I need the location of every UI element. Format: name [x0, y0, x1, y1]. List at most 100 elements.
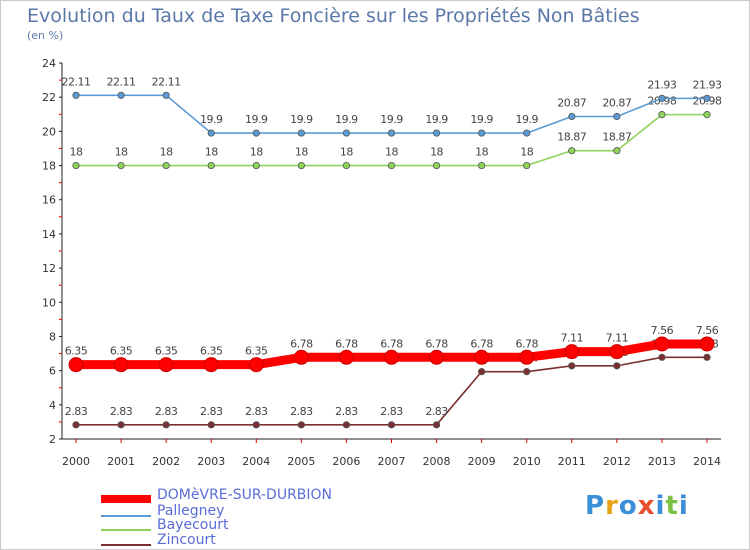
legend-label: DOMèVRE-SUR-DURBION — [157, 487, 333, 503]
data-point — [478, 129, 486, 137]
data-point — [523, 129, 531, 137]
data-point — [158, 357, 174, 373]
data-label: 18 — [295, 146, 308, 159]
logo-letter: i — [678, 491, 689, 521]
data-point — [613, 362, 621, 370]
legend-label: Bayecourt — [157, 517, 229, 533]
logo-letter: t — [665, 491, 679, 521]
data-point — [117, 421, 125, 429]
x-tick-label: 2000 — [62, 455, 90, 468]
x-tick-label: 2012 — [603, 455, 631, 468]
data-point — [387, 421, 396, 429]
data-point — [117, 161, 125, 170]
data-point — [474, 349, 490, 365]
x-tick-label: 2005 — [287, 455, 315, 468]
y-tick-label: 22 — [42, 91, 56, 104]
y-tick-label: 8 — [49, 330, 56, 343]
y-tick-label: 2 — [49, 433, 56, 446]
data-point — [68, 357, 84, 373]
data-label: 2.83 — [155, 405, 178, 418]
data-point — [72, 421, 80, 429]
data-point — [703, 111, 711, 119]
data-point — [432, 129, 441, 137]
data-point — [523, 161, 531, 170]
data-label: 19.9 — [200, 113, 223, 126]
data-label: 7.56 — [696, 324, 719, 337]
data-label: 7.56 — [651, 324, 674, 337]
data-label: 19.9 — [515, 113, 538, 126]
data-label: 6.35 — [65, 345, 88, 358]
x-tick-label: 2010 — [513, 455, 541, 468]
data-label: 20.87 — [602, 96, 631, 109]
data-point — [658, 353, 666, 361]
data-point — [293, 349, 309, 365]
y-tick-label: 6 — [49, 365, 56, 378]
y-tick-label: 18 — [42, 160, 56, 173]
legend-swatch — [101, 495, 151, 503]
data-label: 18 — [250, 146, 263, 159]
data-label: 18.87 — [602, 131, 631, 144]
x-tick-label: 2006 — [332, 455, 360, 468]
data-label: 18 — [160, 146, 173, 159]
legend-swatch — [101, 515, 151, 517]
data-point — [248, 357, 264, 373]
legend-label: Pallegney — [157, 503, 225, 519]
data-point — [72, 161, 80, 170]
data-point — [429, 349, 445, 365]
data-point — [658, 94, 666, 102]
x-tick-label: 2011 — [558, 455, 586, 468]
data-label: 19.9 — [245, 113, 268, 126]
data-point — [342, 161, 351, 170]
data-point — [252, 129, 260, 137]
data-label: 22.11 — [107, 75, 136, 88]
data-point — [162, 421, 170, 429]
unit-label: (en %) — [27, 29, 64, 42]
y-tick-label: 10 — [42, 296, 56, 309]
y-tick-label: 12 — [42, 262, 56, 275]
data-point — [568, 362, 576, 370]
x-tick-label: 2001 — [107, 455, 135, 468]
data-point — [432, 161, 441, 170]
logo-letter: i — [655, 491, 666, 521]
logo-letter: o — [618, 491, 638, 521]
data-label: 2.83 — [380, 405, 403, 418]
data-point — [564, 344, 580, 360]
data-point — [297, 129, 305, 137]
x-tick-label: 2007 — [378, 455, 406, 468]
data-label: 6.78 — [380, 337, 403, 350]
data-label: 6.35 — [110, 345, 133, 358]
data-label: 6.35 — [245, 345, 268, 358]
data-point — [338, 349, 354, 365]
logo-letter: x — [637, 491, 656, 521]
y-tick-label: 16 — [42, 194, 56, 207]
data-label: 7.11 — [561, 332, 584, 345]
data-label: 7.11 — [606, 332, 629, 345]
data-point — [207, 129, 215, 137]
data-point — [387, 161, 396, 170]
data-label: 18 — [520, 146, 533, 159]
data-point — [342, 129, 351, 137]
data-point — [478, 368, 486, 376]
data-point — [654, 336, 670, 352]
x-tick-label: 2009 — [468, 455, 496, 468]
data-label: 2.83 — [65, 405, 88, 418]
data-point — [207, 161, 215, 170]
data-label: 2.83 — [245, 405, 268, 418]
data-point — [432, 421, 441, 429]
data-point — [613, 147, 621, 155]
data-point — [568, 112, 576, 121]
x-tick-label: 2008 — [423, 455, 451, 468]
data-label: 21.93 — [647, 78, 676, 91]
data-point — [613, 112, 621, 121]
data-point — [384, 349, 399, 365]
data-point — [478, 161, 486, 170]
data-label: 19.9 — [425, 113, 448, 126]
y-tick-label: 14 — [42, 228, 56, 241]
legend-swatch — [101, 544, 151, 546]
data-label: 2.83 — [200, 405, 223, 418]
data-label: 6.35 — [200, 345, 223, 358]
data-label: 2.83 — [335, 405, 358, 418]
data-label: 18 — [115, 146, 128, 159]
y-tick-label: 4 — [49, 399, 56, 412]
